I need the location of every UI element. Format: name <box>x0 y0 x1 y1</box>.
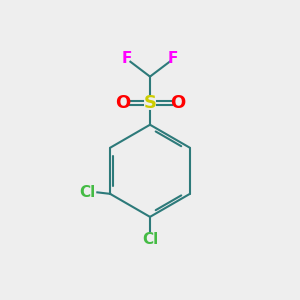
Text: F: F <box>168 51 178 66</box>
Text: O: O <box>115 94 130 112</box>
Text: S: S <box>143 94 157 112</box>
Text: O: O <box>170 94 185 112</box>
Text: Cl: Cl <box>80 185 96 200</box>
Text: Cl: Cl <box>142 232 158 247</box>
Text: F: F <box>122 51 132 66</box>
